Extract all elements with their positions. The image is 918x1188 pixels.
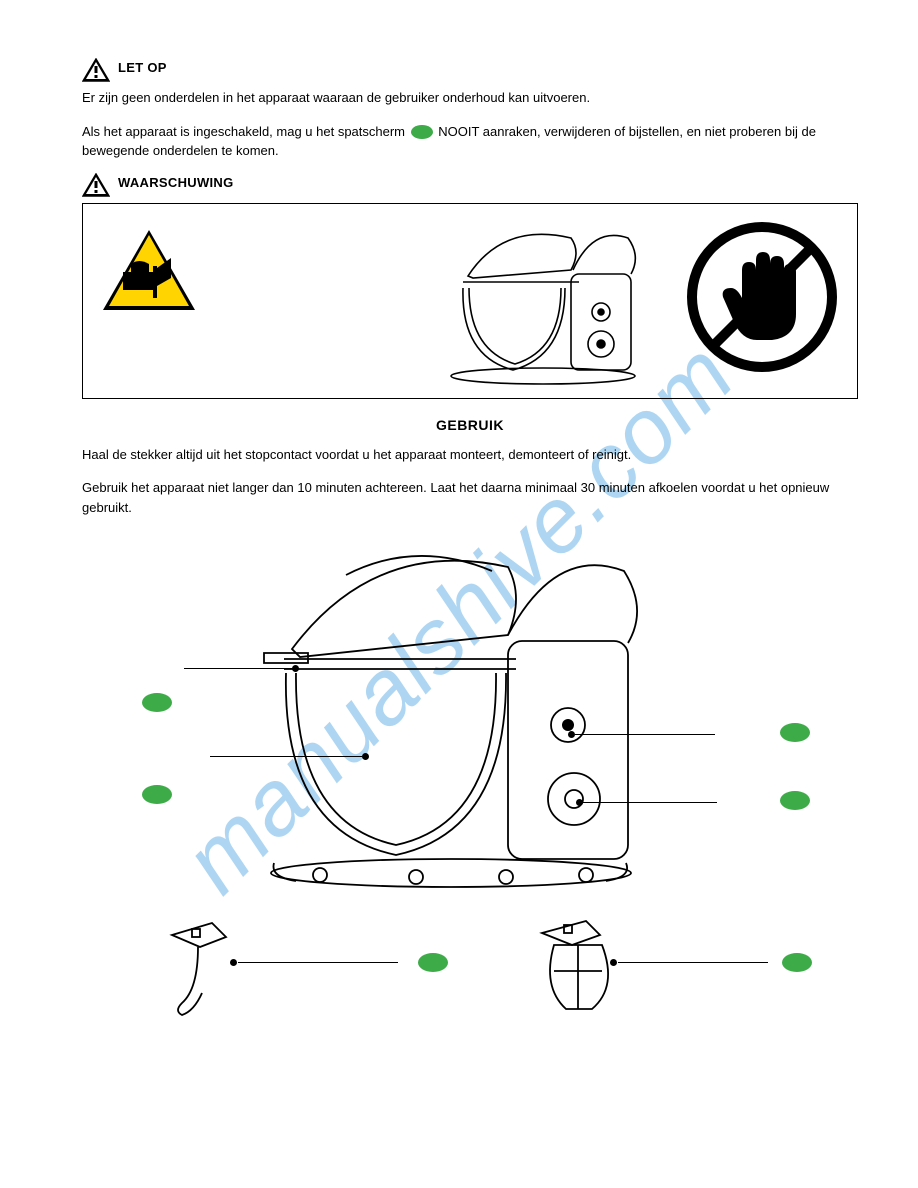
no-touch-icon bbox=[687, 222, 837, 372]
warning-row-1: LET OP bbox=[82, 60, 858, 82]
usage-p2: Gebruik het apparaat niet langer dan 10 … bbox=[82, 478, 858, 517]
ref-bullet-2 bbox=[411, 125, 433, 139]
leader-dot bbox=[230, 959, 237, 966]
leader-line bbox=[238, 962, 398, 963]
leader-dot bbox=[576, 799, 583, 806]
callout-5 bbox=[418, 953, 448, 972]
leader-dot bbox=[610, 959, 617, 966]
warning-label-3: WAARSCHUWING bbox=[118, 175, 234, 190]
leader-dot bbox=[568, 731, 575, 738]
leader-line bbox=[575, 734, 715, 735]
leader-dot bbox=[362, 753, 369, 760]
page-content: LET OP Er zijn geen onderdelen in het ap… bbox=[0, 0, 918, 1011]
warning-row-3: WAARSCHUWING bbox=[82, 175, 858, 197]
warning-text-1: Er zijn geen onderdelen in het apparaat … bbox=[82, 88, 858, 108]
dough-hook-illustration bbox=[168, 919, 248, 1019]
callout-2 bbox=[142, 693, 172, 712]
leader-line bbox=[184, 668, 292, 669]
flat-beater-illustration bbox=[536, 917, 626, 1017]
callout-4 bbox=[780, 791, 810, 810]
leader-line bbox=[210, 756, 362, 757]
section-title-gebruik: GEBRUIK bbox=[82, 417, 858, 433]
leader-dot bbox=[292, 665, 299, 672]
pinch-hazard-icon bbox=[101, 228, 197, 312]
warning-text-2: Als het apparaat is ingeschakeld, mag u … bbox=[82, 122, 858, 161]
hazard-figure-box bbox=[82, 203, 858, 399]
mixer-large-illustration bbox=[256, 531, 656, 891]
warning-label-1: LET OP bbox=[118, 60, 167, 75]
callout-6 bbox=[782, 953, 812, 972]
text2-pre: Als het apparaat is ingeschakeld, mag u … bbox=[82, 124, 409, 139]
warning-triangle-icon bbox=[82, 173, 110, 197]
callout-3 bbox=[780, 723, 810, 742]
mixer-small-illustration bbox=[443, 216, 653, 386]
leader-line bbox=[618, 962, 768, 963]
leader-line bbox=[583, 802, 717, 803]
parts-diagram bbox=[82, 531, 842, 1011]
usage-p1: Haal de stekker altijd uit het stopconta… bbox=[82, 445, 858, 465]
warning-triangle-icon bbox=[82, 58, 110, 82]
callout-1 bbox=[142, 785, 172, 804]
